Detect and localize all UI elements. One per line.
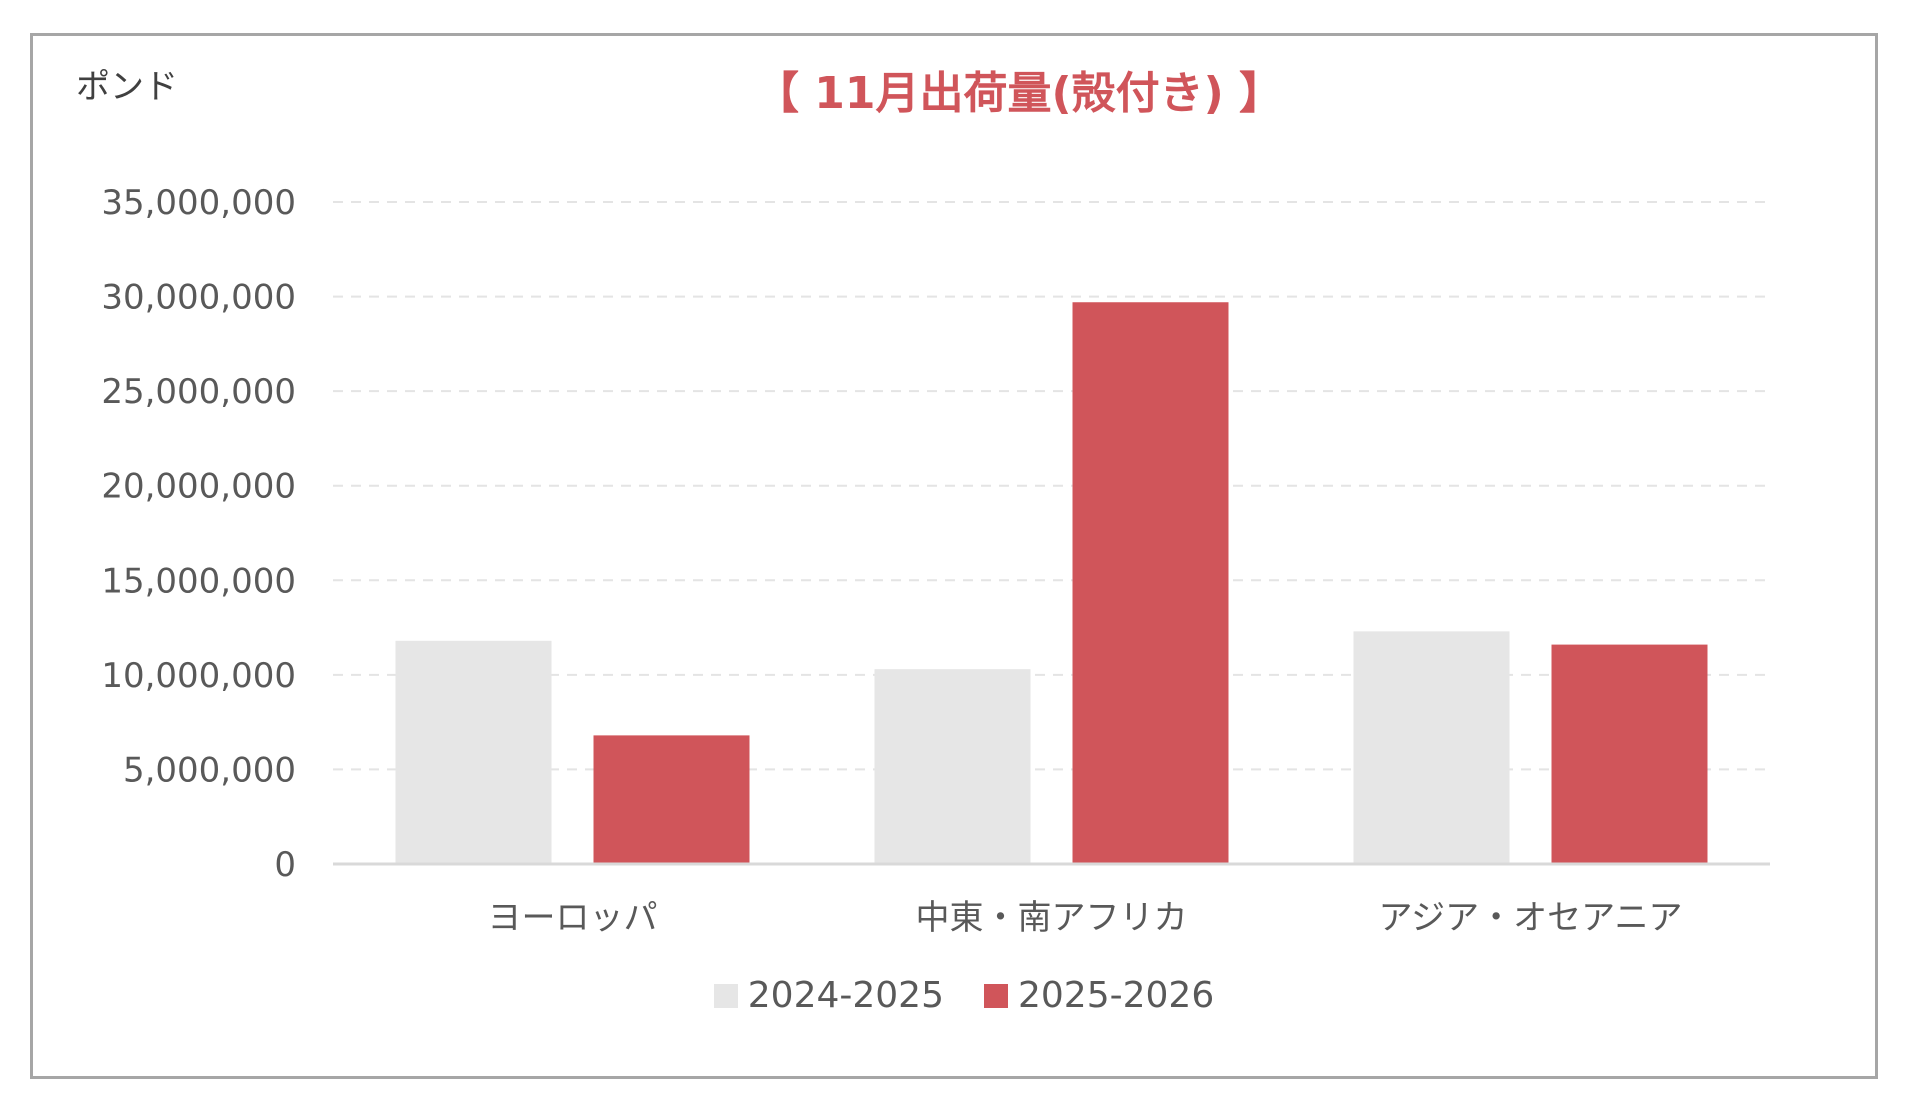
legend: 2024-2025 2025-2026 <box>0 975 1908 1016</box>
bar-series-2-category-3 <box>1551 644 1708 864</box>
y-tick-label: 5,000,000 <box>123 750 296 790</box>
x-category-label: ヨーロッパ <box>488 898 658 938</box>
gridlines <box>333 201 1770 771</box>
y-tick-label: 20,000,000 <box>101 467 296 507</box>
x-axis-category-labels: ヨーロッパ 中東・南アフリカ アジア・オセアニア <box>488 898 1683 938</box>
legend-swatch-series-1 <box>713 983 738 1008</box>
legend-item-series-1: 2024-2025 <box>713 975 944 1016</box>
bar-series-2-category-1 <box>593 735 750 864</box>
legend-swatch-series-2 <box>984 983 1008 1008</box>
legend-item-series-2: 2025-2026 <box>984 975 1214 1016</box>
x-category-label: 中東・南アフリカ <box>916 898 1188 938</box>
chart-frame <box>30 33 1878 1079</box>
bar-series-1-category-3 <box>1353 631 1510 864</box>
y-axis-tick-labels: 0 5,000,000 10,000,000 15,000,000 20,000,000… <box>101 183 296 885</box>
y-tick-label: 30,000,000 <box>101 278 296 318</box>
x-category-label: アジア・オセアニア <box>1379 898 1683 938</box>
y-tick-label: 0 <box>274 845 296 885</box>
bar-series-2-category-2 <box>1072 302 1229 864</box>
y-tick-label: 35,000,000 <box>101 183 296 223</box>
y-tick-label: 15,000,000 <box>101 561 296 601</box>
y-tick-label: 25,000,000 <box>101 372 296 412</box>
y-axis-unit-label: ポンド <box>76 67 178 107</box>
y-tick-label: 10,000,000 <box>101 656 296 696</box>
chart-title: 【 11月出荷量(殻付き) 】 <box>754 68 1284 119</box>
bar-series-1-category-1 <box>395 640 552 864</box>
legend-label-series-2: 2025-2026 <box>1018 975 1215 1016</box>
bar-series-1-category-2 <box>874 669 1031 864</box>
legend-label-series-1: 2024-2025 <box>747 975 944 1016</box>
bars <box>395 302 1708 864</box>
